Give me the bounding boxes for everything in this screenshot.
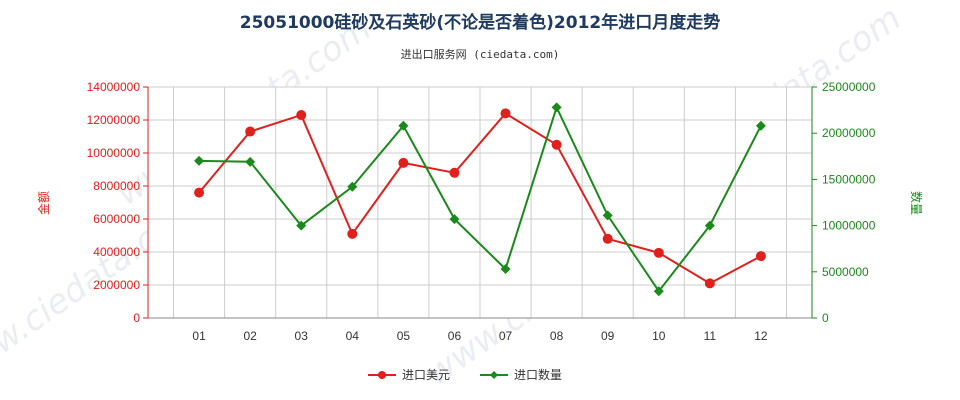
data-point — [551, 139, 562, 150]
legend-item[interactable]: 进口美元 — [368, 368, 450, 382]
series-layer — [194, 102, 766, 297]
data-point — [653, 286, 664, 297]
data-point — [449, 214, 460, 225]
data-point — [347, 228, 358, 239]
data-point — [704, 220, 715, 231]
data-point — [449, 167, 460, 178]
data-point — [296, 110, 307, 121]
left-tick-label: 6000000 — [93, 212, 140, 226]
legend-label: 进口美元 — [402, 368, 450, 382]
legend-item[interactable]: 进口数量 — [480, 367, 562, 382]
right-tick-label: 20000000 — [822, 126, 876, 140]
x-tick-label: 07 — [499, 329, 513, 343]
x-axis-ticks: 01 02 03 04 05 06 07 08 09 10 11 12 — [192, 329, 768, 343]
data-point — [755, 120, 766, 131]
x-tick-label: 04 — [346, 329, 360, 343]
left-tick-label: 0 — [133, 311, 140, 325]
data-point — [194, 155, 205, 166]
data-point — [245, 156, 256, 167]
data-point — [602, 210, 613, 221]
left-tick-label: 4000000 — [93, 245, 140, 259]
data-point — [500, 108, 511, 119]
x-tick-label: 02 — [243, 329, 257, 343]
x-tick-label: 06 — [448, 329, 462, 343]
x-tick-label: 09 — [601, 329, 615, 343]
data-point — [398, 120, 409, 131]
left-tick-label: 14000000 — [87, 80, 141, 94]
series-line — [198, 112, 762, 285]
data-point — [653, 247, 664, 258]
x-tick-label: 12 — [754, 329, 768, 343]
chart-subtitle: 进出口服务网 (ciedata.com) — [401, 47, 560, 61]
data-point — [551, 102, 562, 113]
data-point — [500, 264, 511, 275]
left-axis-label: 金额 — [36, 191, 51, 215]
data-point — [704, 278, 715, 289]
x-tick-label: 05 — [397, 329, 411, 343]
right-tick-label: 25000000 — [822, 80, 876, 94]
right-tick-label: 0 — [822, 311, 829, 325]
left-tick-label: 2000000 — [93, 278, 140, 292]
right-tick-label: 5000000 — [822, 265, 869, 279]
right-tick-label: 15000000 — [822, 172, 876, 186]
x-tick-label: 10 — [652, 329, 666, 343]
data-point — [755, 251, 766, 262]
data-point — [194, 187, 205, 198]
data-point — [245, 126, 256, 137]
x-tick-label: 08 — [550, 329, 564, 343]
right-axis-label: 数量 — [909, 191, 924, 215]
data-point — [602, 233, 613, 244]
right-tick-label: 10000000 — [822, 219, 876, 233]
legend[interactable]: 进口美元 进口数量 — [368, 367, 562, 382]
series-line — [199, 104, 762, 293]
x-tick-label: 11 — [704, 329, 717, 343]
legend-marker — [378, 371, 386, 379]
left-tick-label: 12000000 — [87, 113, 141, 127]
grid-lines — [148, 86, 812, 318]
data-point — [398, 157, 409, 168]
left-tick-label: 10000000 — [87, 146, 141, 160]
chart-title: 25051000硅砂及石英砂(不论是否着色)2012年进口月度走势 — [240, 12, 720, 33]
data-point — [347, 181, 358, 192]
left-tick-label: 8000000 — [93, 179, 140, 193]
left-axis-ticks: 0 2000000 4000000 6000000 8000000 10000000 120… — [87, 80, 148, 325]
data-point — [296, 220, 307, 231]
right-axis-ticks: 0 5000000 10000000 15000000 20000000 25000000 — [812, 80, 876, 325]
x-tick-label: 03 — [295, 329, 309, 343]
axes — [147, 87, 813, 319]
legend-label: 进口数量 — [514, 367, 562, 382]
legend-marker — [490, 371, 498, 379]
x-tick-label: 01 — [192, 329, 206, 343]
